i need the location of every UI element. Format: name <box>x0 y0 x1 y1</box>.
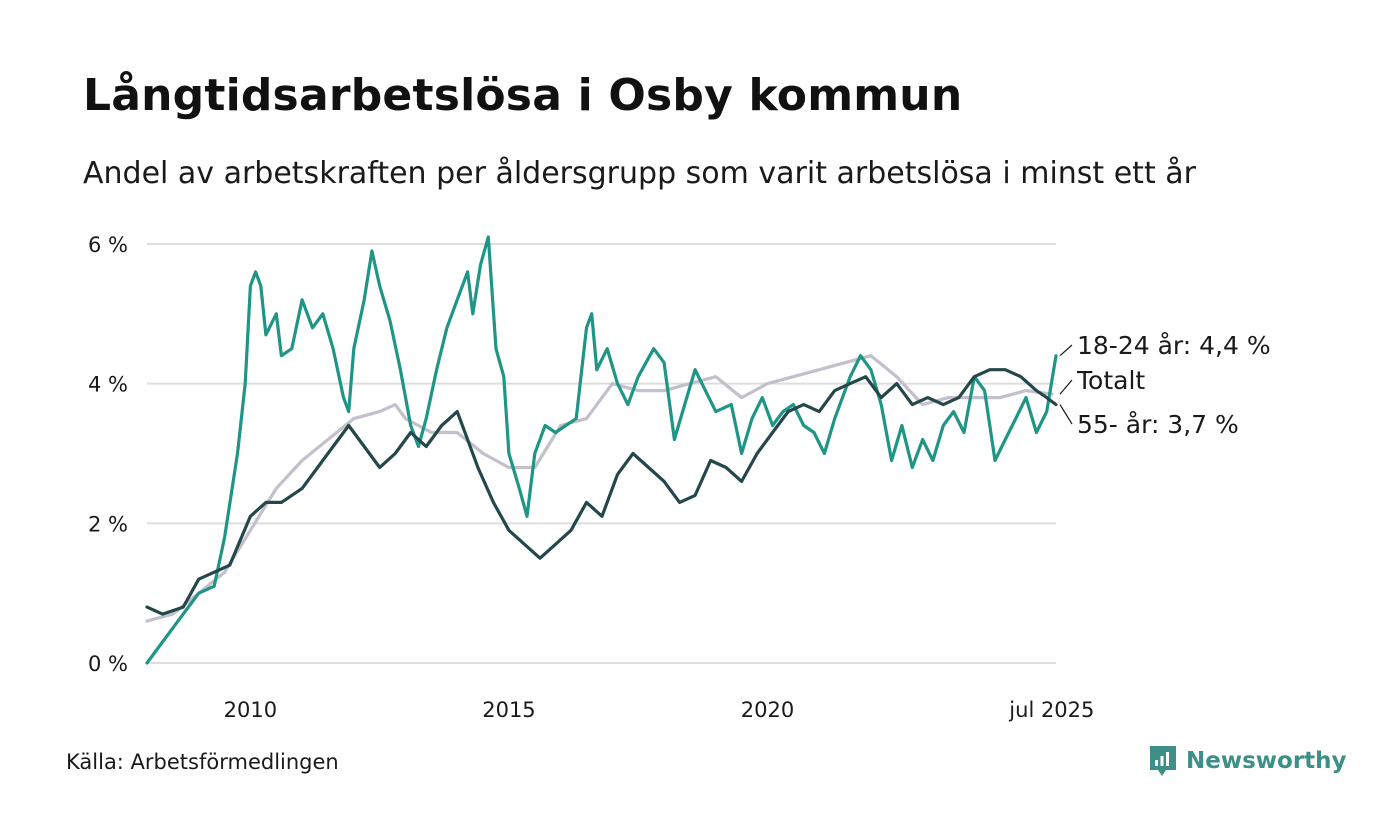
y-tick-label: 2 % <box>88 512 128 536</box>
newsworthy-logo-icon <box>1150 746 1176 776</box>
y-tick-label: 6 % <box>88 233 128 257</box>
x-tick-label: 2020 <box>741 698 794 722</box>
axis-layer: 0 % 2 % 4 % 6 % 2010 2015 2020 jul 2025 <box>88 233 1094 722</box>
end-label-layer: Totalt 18-24 år: 4,4 % 55- år: 3,7 % <box>1059 331 1271 439</box>
series-end-label: 55- år: 3,7 % <box>1077 410 1239 439</box>
series-line-totalt <box>145 354 1054 623</box>
x-tick-label: 2010 <box>224 698 277 722</box>
y-tick-label: 4 % <box>88 373 128 397</box>
x-tick-label: 2015 <box>482 698 535 722</box>
end-label-leader <box>1059 379 1073 395</box>
series-layer <box>145 235 1058 665</box>
series-line-55 <box>145 368 1058 616</box>
chart-subtitle: Andel av arbetskraften per åldersgrupp s… <box>83 156 1196 191</box>
end-label-leader <box>1059 344 1073 357</box>
series-end-label: 18-24 år: 4,4 % <box>1077 331 1271 360</box>
brand-name: Newsworthy <box>1186 748 1347 774</box>
y-tick-label: 0 % <box>88 652 128 676</box>
source-note: Källa: Arbetsförmedlingen <box>66 750 339 774</box>
series-end-label: Totalt <box>1076 366 1145 395</box>
grid-layer <box>147 242 1056 664</box>
brand[interactable]: Newsworthy <box>1148 744 1347 778</box>
page-title: Långtidsarbetslösa i Osby kommun <box>83 70 963 121</box>
x-tick-label: jul 2025 <box>1008 698 1094 722</box>
series-line-18-24 <box>145 235 1058 665</box>
end-label-leader <box>1059 404 1073 425</box>
line-chart: 0 % 2 % 4 % 6 % 2010 2015 2020 jul 2025 Totalt 1… <box>88 233 1271 722</box>
